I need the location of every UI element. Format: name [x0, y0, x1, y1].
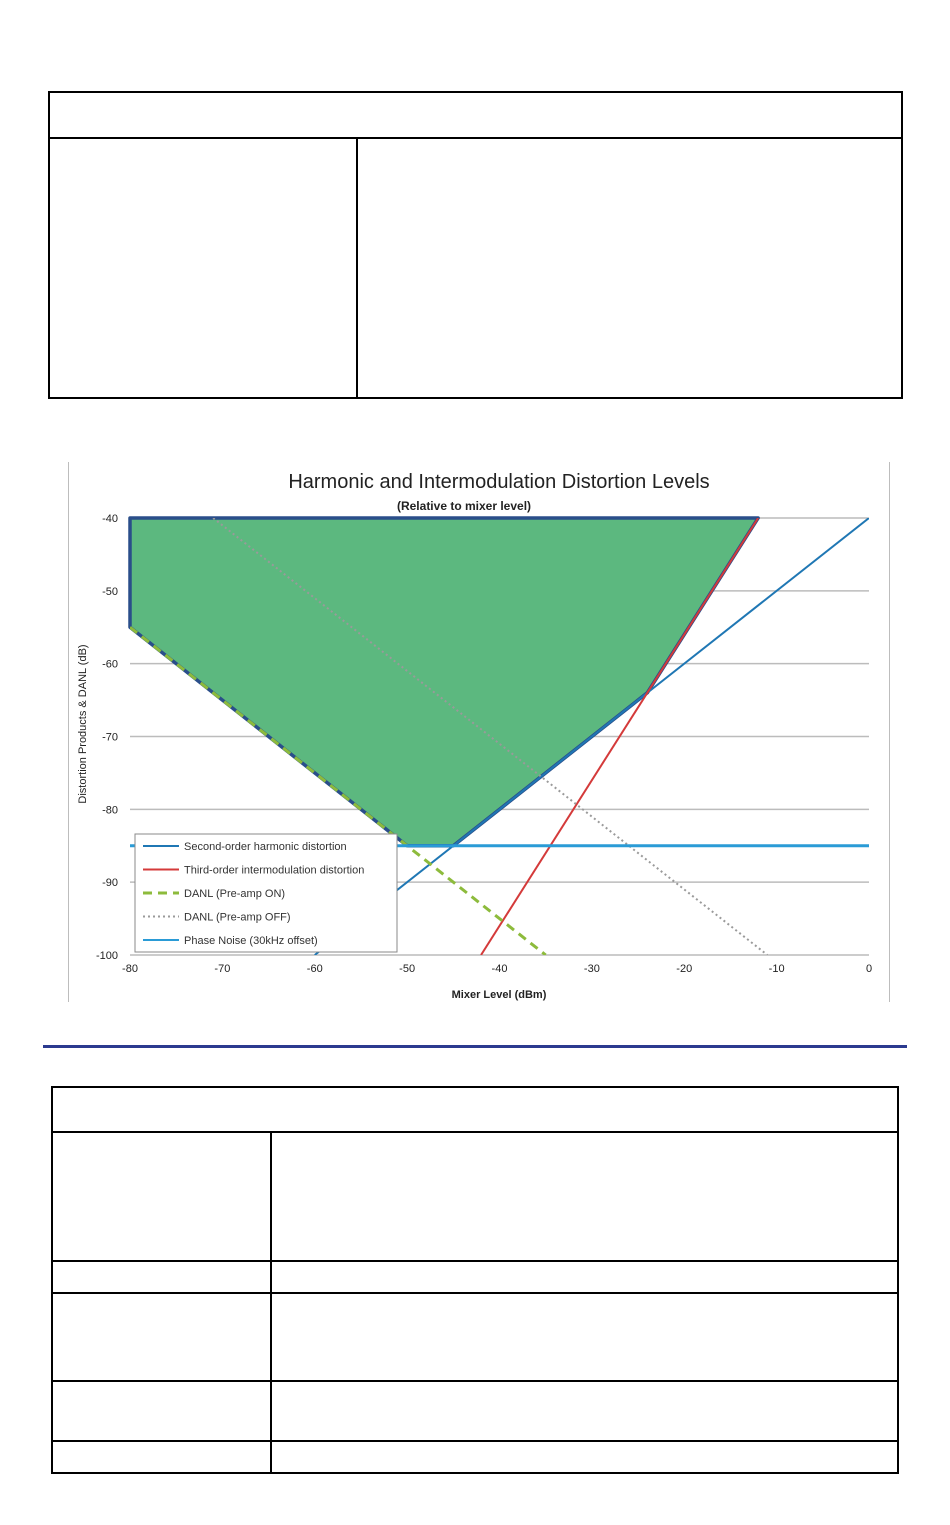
distortion-chart: Harmonic and Intermodulation Distortion …	[77, 471, 872, 1001]
y-tick-label: -100	[96, 950, 118, 962]
shaded-region-layer	[128, 516, 760, 848]
series-line	[480, 518, 759, 955]
legend-label: DANL (Pre-amp OFF)	[184, 912, 291, 924]
x-tick-label: -50	[399, 963, 415, 975]
bottom-table-column-divider	[270, 1132, 272, 1473]
x-tick-label: -70	[214, 963, 230, 975]
chart-subtitle: (Relative to mixer level)	[397, 499, 531, 513]
x-tick-label: -40	[492, 963, 508, 975]
x-tick-label: -60	[307, 963, 323, 975]
y-tick-label: -90	[102, 877, 118, 889]
series-line	[130, 626, 547, 955]
bottom-table-row-divider	[51, 1440, 899, 1442]
legend-label: Phase Noise (30kHz offset)	[184, 935, 318, 947]
top-table-column-divider	[356, 138, 358, 398]
x-tick-label: 0	[866, 963, 872, 975]
legend-label: Second-order harmonic distortion	[184, 841, 347, 853]
y-tick-label: -50	[102, 586, 118, 598]
bottom-table	[51, 1086, 899, 1474]
x-tick-label: -10	[769, 963, 785, 975]
x-tick-label: -30	[584, 963, 600, 975]
bottom-table-row-divider	[51, 1292, 899, 1294]
y-tick-label: -40	[102, 513, 118, 525]
bottom-table-row-divider	[51, 1380, 899, 1382]
y-tick-label: -70	[102, 732, 118, 744]
x-tick-label: -20	[676, 963, 692, 975]
bottom-table-header-divider	[51, 1131, 899, 1133]
series-line	[314, 518, 869, 955]
top-table	[48, 91, 903, 399]
bottom-table-row-divider	[51, 1260, 899, 1262]
y-axis-label: Distortion Products & DANL (dB)	[77, 644, 89, 803]
x-axis-label: Mixer Level (dBm)	[452, 989, 547, 1001]
x-tick-label: -80	[122, 963, 138, 975]
chart-legend: Second-order harmonic distortion Third-or…	[134, 833, 398, 953]
top-table-header-divider	[48, 137, 903, 139]
chart-title: Harmonic and Intermodulation Distortion …	[288, 471, 709, 493]
axes: -40-50-60-70-80-90-100-80 -70 -60 -50 -40 -30…	[96, 513, 872, 975]
section-divider	[43, 1045, 907, 1048]
shaded-measurement-region	[128, 516, 760, 848]
distortion-chart-frame: Harmonic and Intermodulation Distortion …	[68, 462, 890, 1002]
legend-label: DANL (Pre-amp ON)	[184, 888, 285, 900]
y-tick-label: -60	[102, 659, 118, 671]
legend-label: Third-order intermodulation distortion	[184, 865, 364, 877]
y-tick-label: -80	[102, 804, 118, 816]
